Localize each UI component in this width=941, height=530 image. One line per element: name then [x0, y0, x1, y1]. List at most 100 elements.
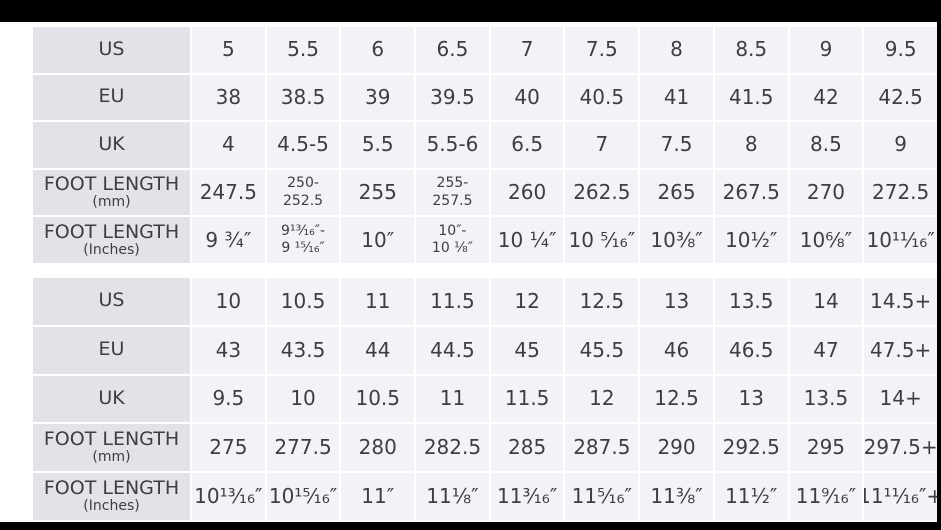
size-cell: 10¹³⁄₁₆″ — [192, 473, 265, 520]
size-cell: 10⅜″ — [640, 217, 713, 263]
cell-line: 255- — [436, 175, 469, 192]
size-cell: 272.5 — [864, 169, 937, 216]
size-cell: 10 ⁵⁄₁₆″ — [565, 217, 639, 263]
size-cell: 9 ¾″ — [192, 217, 265, 263]
size-cell: 12 — [490, 278, 564, 325]
size-cell: 8.5 — [714, 27, 788, 73]
cell-line: FOOT LENGTH — [43, 220, 180, 243]
size-cell: 9.5 — [192, 375, 265, 423]
size-cell: 11″ — [341, 473, 415, 520]
size-cell: 9 — [789, 27, 863, 73]
size-cell: 47.5+ — [864, 326, 937, 374]
size-cell: 262.5 — [565, 169, 639, 216]
cell-line: EU — [98, 85, 125, 108]
size-cell: 12.5 — [565, 278, 639, 325]
size-table: US 5 5.5 6 6.5 7 7.5 8 8.5 9 9.5 EU 38 38.5 39 39.5 40 40… — [33, 27, 937, 263]
size-cell: 267.5 — [714, 169, 788, 216]
size-cell: 5.5 — [266, 27, 340, 73]
size-cell: 11¹¹⁄₁₆″+ — [864, 473, 937, 520]
cell-line: (mm) — [92, 449, 131, 466]
size-cell: 5 — [192, 27, 265, 73]
row-label: UK — [33, 375, 190, 423]
size-cell: 297.5+ — [864, 424, 937, 472]
size-cell: 277.5 — [266, 424, 340, 472]
size-cell: 5.5 — [341, 122, 415, 168]
size-cell: 6.5 — [490, 122, 564, 168]
row-label: EU — [33, 326, 190, 374]
size-cell: 6.5 — [416, 27, 489, 73]
size-cell: 11½″ — [714, 473, 788, 520]
size-cell: 10 ¼″ — [490, 217, 564, 263]
size-cell: 11⁹⁄₁₆″ — [789, 473, 863, 520]
size-cell: 38 — [192, 74, 265, 121]
row-label: FOOT LENGTH (mm) — [33, 424, 190, 472]
size-cell: 13.5 — [789, 375, 863, 423]
size-cell: 8.5 — [789, 122, 863, 168]
size-cell: 9 — [864, 122, 937, 168]
size-cell: 280 — [341, 424, 415, 472]
frame-top — [0, 0, 941, 22]
size-cell: 7 — [565, 122, 639, 168]
size-cell: 7 — [490, 27, 564, 73]
size-cell: 12.5 — [640, 375, 713, 423]
size-cell: 275 — [192, 424, 265, 472]
size-cell: 46 — [640, 326, 713, 374]
size-cell: 47 — [789, 326, 863, 374]
size-cell: 247.5 — [192, 169, 265, 216]
size-cell: 8 — [640, 27, 713, 73]
size-cell: 42.5 — [864, 74, 937, 121]
row-label: US — [33, 27, 190, 73]
cell-line: FOOT LENGTH — [43, 173, 180, 196]
size-cell: 45.5 — [565, 326, 639, 374]
cell-line: US — [98, 289, 125, 312]
size-cell: 38.5 — [266, 74, 340, 121]
size-cell: 4 — [192, 122, 265, 168]
cell-line: 9 ¹⁵⁄₁₆″ — [281, 240, 325, 257]
size-cell: 11⅛″ — [416, 473, 489, 520]
frame-right — [937, 0, 941, 530]
cell-line: FOOT LENGTH — [43, 428, 180, 451]
size-cell: 10″- 10 ⅛″ — [416, 217, 489, 263]
size-cell: 43.5 — [266, 326, 340, 374]
size-cell: 10½″ — [714, 217, 788, 263]
row-label: EU — [33, 74, 190, 121]
size-cell: 43 — [192, 326, 265, 374]
size-cell: 11.5 — [490, 375, 564, 423]
row-label: FOOT LENGTH (mm) — [33, 169, 190, 216]
cell-line: 10″- — [438, 222, 467, 239]
size-cell: 41 — [640, 74, 713, 121]
size-cell: 285 — [490, 424, 564, 472]
cell-line: 250- — [287, 175, 319, 192]
size-table: US 10 10.5 11 11.5 12 12.5 13 13.5 14 14.5+ EU 43 43.… — [33, 278, 937, 520]
size-cell: 11⅜″ — [640, 473, 713, 520]
cell-line: UK — [98, 133, 125, 156]
size-cell: 8 — [714, 122, 788, 168]
size-cell: 10 — [266, 375, 340, 423]
cell-line: UK — [98, 387, 125, 410]
row-label: US — [33, 278, 190, 325]
size-cell: 14 — [789, 278, 863, 325]
size-cell: 255- 257.5 — [416, 169, 489, 216]
size-cell: 282.5 — [416, 424, 489, 472]
size-cell: 45 — [490, 326, 564, 374]
cell-line: 9¹³⁄₁₆″- — [281, 222, 326, 239]
size-cell: 11⁵⁄₁₆″ — [565, 473, 639, 520]
cell-line: 257.5 — [432, 192, 473, 209]
frame-bottom — [0, 522, 941, 530]
size-cell: 5.5-6 — [416, 122, 489, 168]
size-cell: 292.5 — [714, 424, 788, 472]
size-cell: 44 — [341, 326, 415, 374]
size-cell: 270 — [789, 169, 863, 216]
size-cell: 10.5 — [266, 278, 340, 325]
size-cell: 42 — [789, 74, 863, 121]
size-cell: 11³⁄₁₆″ — [490, 473, 564, 520]
size-cell: 10⁶⁄₈″ — [789, 217, 863, 263]
cell-line: 10 ⅛″ — [431, 240, 473, 257]
cell-line: 252.5 — [282, 192, 324, 209]
size-cell: 11 — [341, 278, 415, 325]
size-cell: 290 — [640, 424, 713, 472]
size-cell: 9.5 — [864, 27, 937, 73]
cell-line: (Inches) — [83, 241, 140, 258]
size-cell: 10.5 — [341, 375, 415, 423]
size-cell: 255 — [341, 169, 415, 216]
